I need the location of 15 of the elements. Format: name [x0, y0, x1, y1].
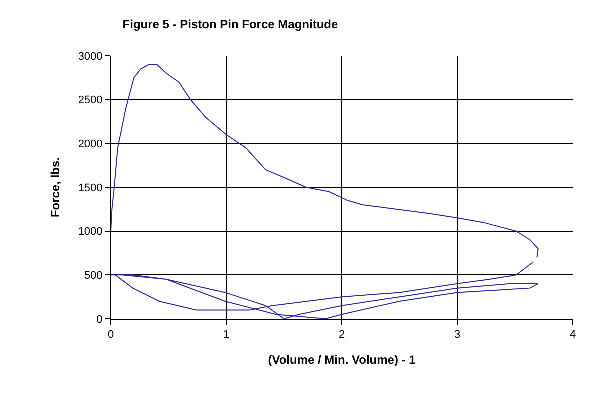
y-tick-label: 2500 — [78, 94, 103, 107]
y-tick-label: 1500 — [78, 182, 103, 194]
x-tick-label: 4 — [570, 329, 576, 342]
y-tick-label: 2000 — [78, 138, 103, 151]
x-tick-label: 1 — [223, 329, 230, 342]
x-tick-label: 2 — [338, 329, 346, 342]
x-tick-label: 3 — [454, 329, 461, 342]
x-tick-label: 0 — [108, 329, 114, 342]
y-axis-title: Force, lbs. — [48, 157, 63, 218]
x-axis-title: (Volume / Min. Volume) - 1 — [268, 353, 416, 368]
y-tick-label: 3000 — [78, 50, 103, 63]
chart-title: Figure 5 - Piston Pin Force Magnitude — [122, 18, 338, 32]
y-tick-label: 500 — [84, 270, 103, 282]
y-tick-label: 1000 — [78, 226, 103, 238]
y-tick-label: 0 — [96, 314, 103, 326]
